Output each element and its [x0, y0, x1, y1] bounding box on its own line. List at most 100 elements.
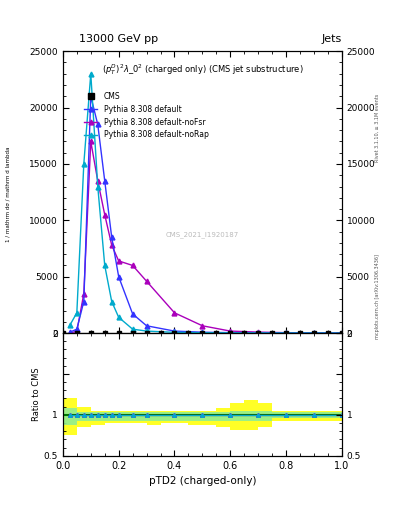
Pythia 8.308 default-noFsr — [75, 328, 79, 334]
Pythia 8.308 default — [172, 328, 177, 334]
Pythia 8.308 default — [256, 330, 261, 336]
Pythia 8.308 default-noFsr — [68, 330, 72, 336]
CMS — [284, 330, 288, 336]
Pythia 8.308 default-noFsr — [284, 330, 288, 336]
Bar — [63, 408, 77, 424]
Pythia 8.308 default-noRap — [68, 322, 72, 328]
CMS — [270, 330, 275, 336]
Pythia 8.308 default — [130, 311, 135, 317]
CMS — [186, 330, 191, 336]
Pythia 8.308 default-noRap — [340, 330, 344, 336]
Pythia 8.308 default-noRap — [81, 161, 86, 167]
Pythia 8.308 default — [340, 330, 344, 336]
CMS — [116, 330, 121, 336]
Bar — [272, 412, 342, 418]
Pythia 8.308 default-noRap — [116, 314, 121, 321]
Bar — [91, 411, 105, 424]
Pythia 8.308 default — [144, 323, 149, 329]
CMS — [298, 330, 303, 336]
Bar — [161, 411, 174, 423]
Bar — [202, 411, 217, 424]
Pythia 8.308 default-noFsr — [95, 178, 100, 184]
Y-axis label: Ratio to CMS: Ratio to CMS — [32, 368, 41, 421]
Pythia 8.308 default-noFsr — [340, 330, 344, 336]
Bar — [258, 402, 272, 427]
Bar — [105, 411, 119, 423]
Pythia 8.308 default-noRap — [102, 262, 107, 268]
Pythia 8.308 default-noFsr — [81, 291, 86, 297]
CMS — [102, 330, 107, 336]
Bar — [147, 411, 161, 424]
Pythia 8.308 default-noRap — [200, 330, 205, 336]
CMS — [144, 330, 149, 336]
CMS — [200, 330, 205, 336]
Text: Jets: Jets — [321, 33, 342, 44]
CMS — [312, 330, 316, 336]
CMS — [130, 330, 135, 336]
Bar — [189, 411, 202, 424]
Line: Pythia 8.308 default-noRap: Pythia 8.308 default-noRap — [68, 71, 344, 335]
Pythia 8.308 default-noFsr — [102, 211, 107, 218]
Pythia 8.308 default-noRap — [109, 298, 114, 305]
CMS — [228, 330, 233, 336]
Pythia 8.308 default-noRap — [312, 330, 316, 336]
Pythia 8.308 default — [75, 326, 79, 332]
Pythia 8.308 default — [95, 121, 100, 127]
CMS — [242, 330, 247, 336]
Pythia 8.308 default — [228, 330, 233, 336]
Pythia 8.308 default-noRap — [172, 329, 177, 335]
Pythia 8.308 default-noFsr — [116, 258, 121, 264]
Text: 1 / mathrm dσ / mathrm d lambda: 1 / mathrm dσ / mathrm d lambda — [6, 147, 10, 242]
Text: mcplots.cern.ch [arXiv:1306.3436]: mcplots.cern.ch [arXiv:1306.3436] — [375, 254, 380, 339]
CMS — [214, 330, 219, 336]
Pythia 8.308 default-noFsr — [144, 278, 149, 284]
CMS — [256, 330, 261, 336]
Pythia 8.308 default — [68, 329, 72, 335]
Pythia 8.308 default-noFsr — [172, 310, 177, 316]
Pythia 8.308 default-noFsr — [88, 138, 93, 144]
Pythia 8.308 default-noFsr — [200, 323, 205, 329]
Bar — [77, 407, 91, 427]
Pythia 8.308 default — [312, 330, 316, 336]
Pythia 8.308 default-noFsr — [228, 328, 233, 334]
Line: Pythia 8.308 default-noFsr: Pythia 8.308 default-noFsr — [68, 139, 344, 335]
Pythia 8.308 default-noRap — [88, 71, 93, 77]
Bar — [202, 412, 230, 420]
Pythia 8.308 default-noRap — [284, 330, 288, 336]
Text: 13000 GeV pp: 13000 GeV pp — [79, 33, 158, 44]
Pythia 8.308 default — [116, 273, 121, 280]
Line: Pythia 8.308 default: Pythia 8.308 default — [68, 94, 344, 335]
Bar — [174, 411, 189, 423]
Pythia 8.308 default — [102, 178, 107, 184]
Bar — [77, 412, 202, 420]
X-axis label: pTD2 (charged-only): pTD2 (charged-only) — [149, 476, 256, 486]
Pythia 8.308 default-noRap — [75, 310, 79, 316]
Bar — [272, 411, 342, 420]
Pythia 8.308 default-noRap — [95, 183, 100, 189]
Pythia 8.308 default-noRap — [130, 326, 135, 332]
CMS — [172, 330, 177, 336]
Text: Rivet 3.1.10, ≥ 3.1M events: Rivet 3.1.10, ≥ 3.1M events — [375, 94, 380, 162]
Pythia 8.308 default-noRap — [256, 330, 261, 336]
Pythia 8.308 default-noFsr — [256, 329, 261, 335]
Pythia 8.308 default — [81, 298, 86, 305]
CMS — [61, 330, 65, 336]
Pythia 8.308 default-noFsr — [130, 262, 135, 268]
Bar — [217, 408, 230, 427]
CMS — [158, 330, 163, 336]
Text: $(p_T^D)^2\lambda\_0^2$ (charged only) (CMS jet substructure): $(p_T^D)^2\lambda\_0^2$ (charged only) (… — [101, 62, 303, 77]
Pythia 8.308 default-noRap — [228, 330, 233, 336]
CMS — [326, 330, 331, 336]
Bar — [119, 411, 147, 423]
Pythia 8.308 default-noFsr — [109, 242, 114, 248]
CMS — [340, 330, 344, 336]
Bar — [230, 402, 244, 430]
Pythia 8.308 default-noRap — [144, 328, 149, 334]
CMS — [75, 330, 79, 336]
Line: CMS: CMS — [61, 331, 344, 335]
Bar — [63, 398, 77, 435]
Pythia 8.308 default — [109, 234, 114, 240]
Pythia 8.308 default — [284, 330, 288, 336]
Pythia 8.308 default — [200, 329, 205, 335]
Bar — [230, 411, 272, 420]
